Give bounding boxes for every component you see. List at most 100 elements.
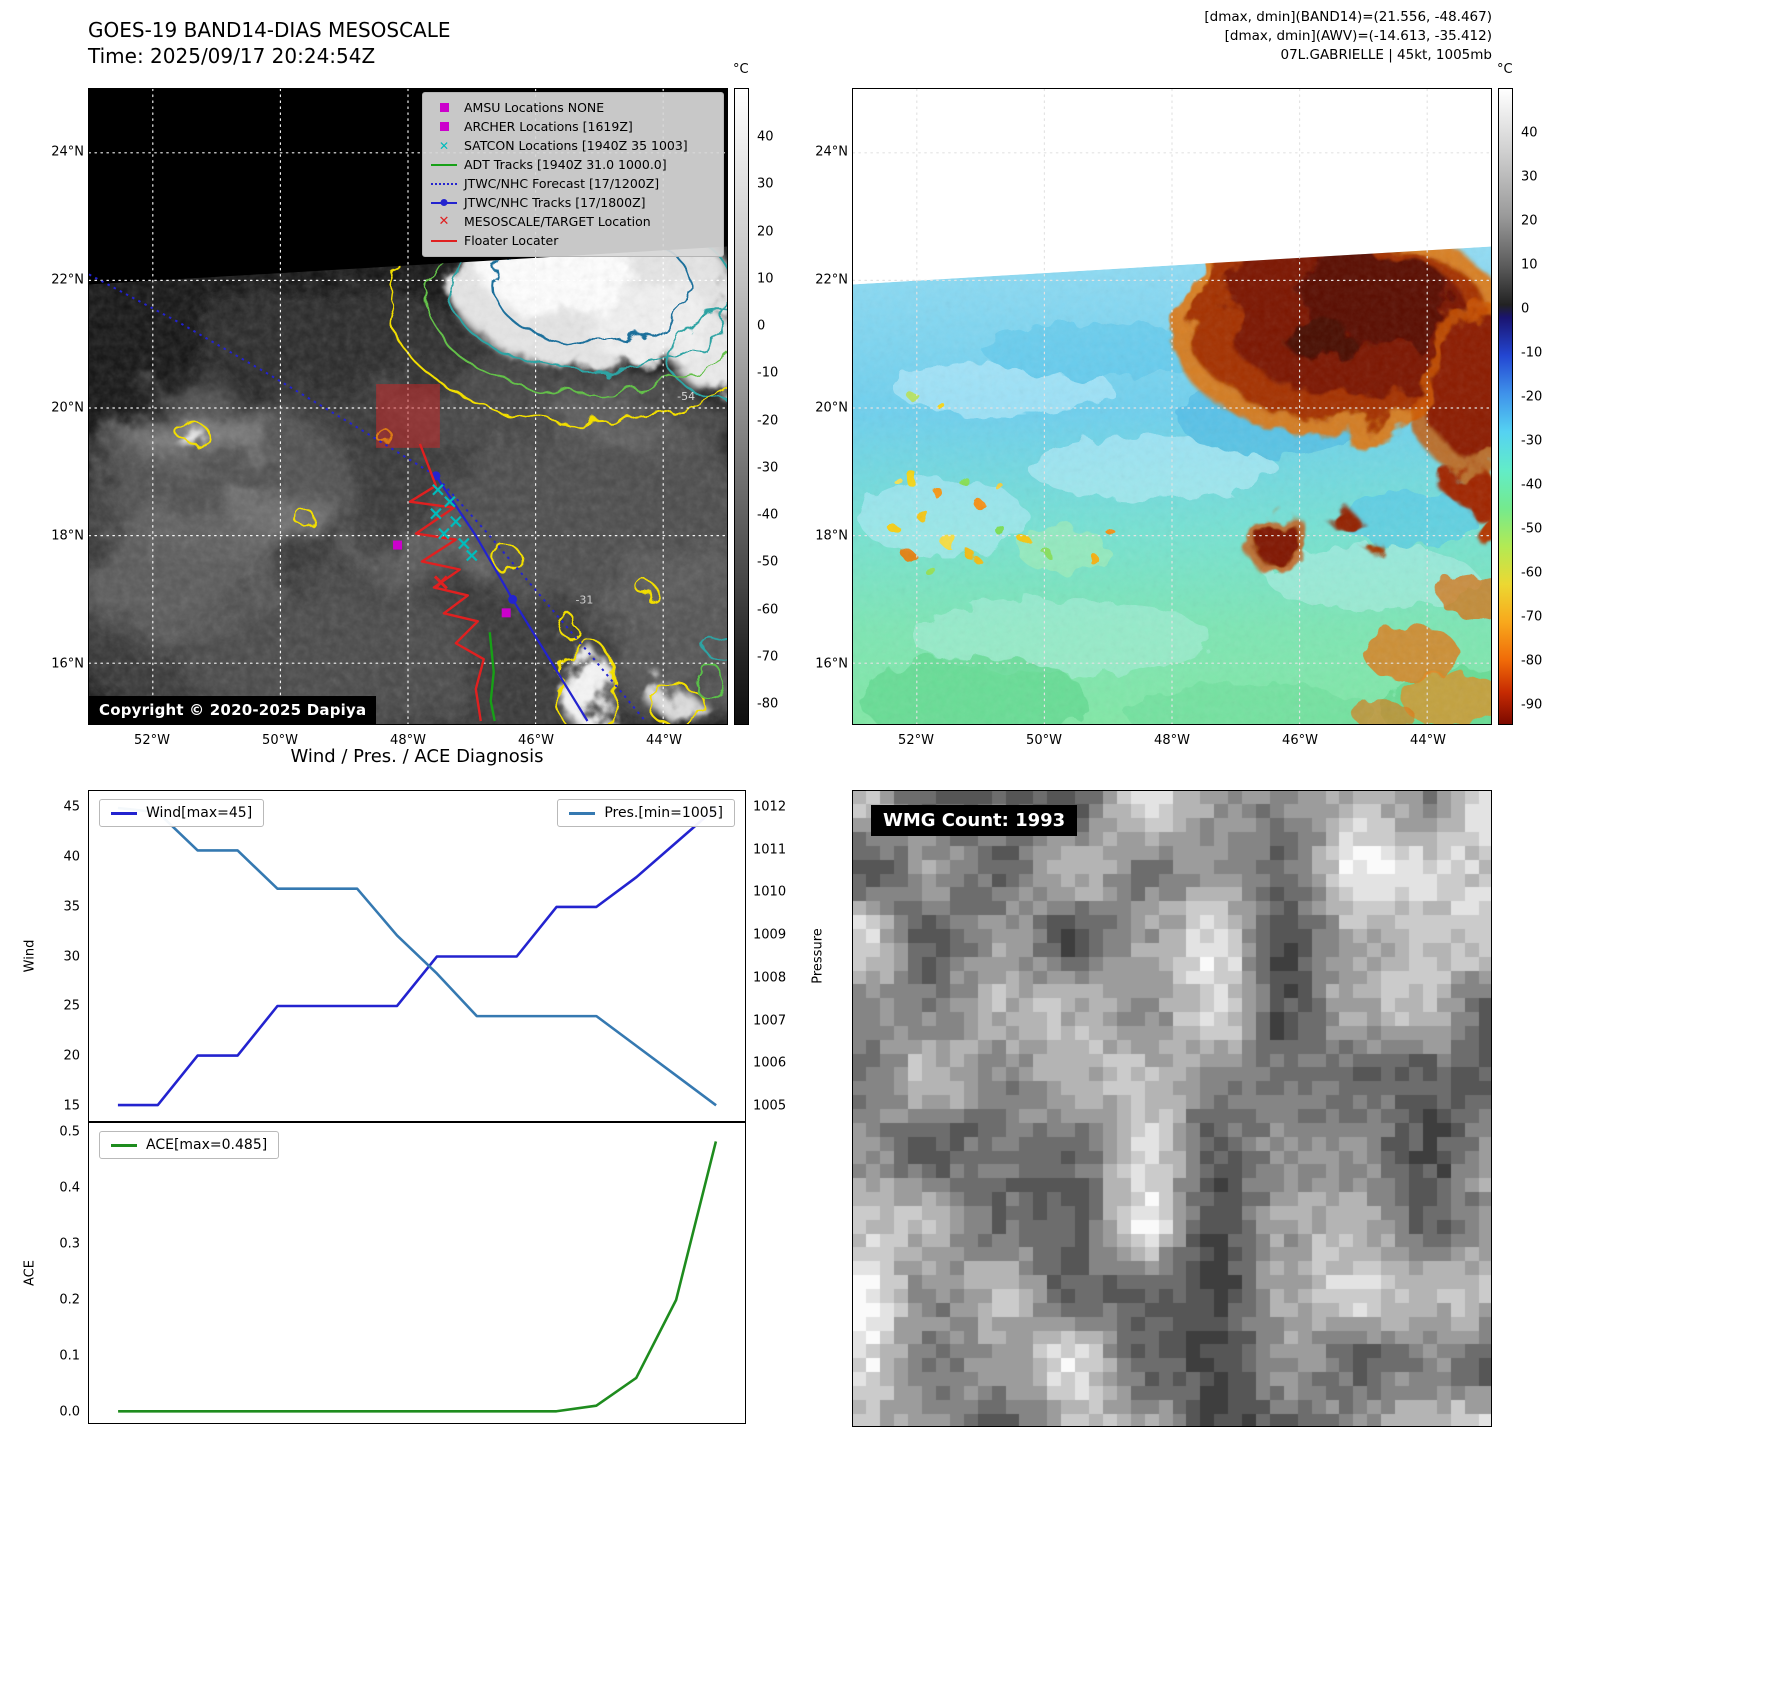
tick-label: 0.1 — [59, 1348, 80, 1364]
tick-label: 0.2 — [59, 1292, 80, 1308]
pres-legend: Pres.[min=1005] — [557, 799, 735, 827]
tick-label: 52°W — [134, 733, 170, 748]
tick-label: 46°W — [1282, 733, 1318, 748]
magenta-square-icon — [431, 120, 457, 134]
ace-axis-label: ACE — [22, 1260, 38, 1286]
legend-label: Floater Locater — [464, 233, 559, 248]
legend-label: JTWC/NHC Tracks [17/1800Z] — [464, 195, 646, 210]
tick-label: 22°N — [51, 272, 84, 288]
legend-item-target: MESOSCALE/TARGET Location — [431, 214, 715, 230]
tick-label: -30 — [757, 460, 779, 476]
wmg-count-label: WMG Count: 1993 — [871, 805, 1078, 836]
band14-imagery: -54 -31 — [89, 246, 727, 724]
band14-map-legend: AMSU Locations NONE ARCHER Locations [16… — [422, 92, 724, 257]
band14-colorbar — [734, 88, 749, 725]
tick-label: 0.5 — [59, 1124, 80, 1140]
awv-lon-axis: 52°W 50°W 48°W 46°W 44°W — [852, 731, 1492, 749]
jtwc-track-point — [508, 594, 518, 604]
tick-label: -10 — [757, 365, 779, 381]
awv-colorbar-ticks: 40 30 20 10 0 -10 -20 -30 -40 -50 -60 -70 -80 -90 — [1521, 88, 1561, 725]
wind-legend-label: Wind[max=45] — [146, 805, 253, 821]
legend-item-satcon: SATCON Locations [1940Z 35 1003] — [431, 138, 715, 154]
tick-label: -10 — [1521, 345, 1543, 361]
tick-label: 1012 — [753, 799, 787, 815]
windpres-chart: Wind[max=45] Pres.[min=1005] — [88, 790, 746, 1122]
tick-label: 20°N — [51, 400, 84, 416]
band14-lon-axis: 52°W 50°W 48°W 46°W 44°W — [88, 731, 728, 749]
red-x-icon — [431, 215, 457, 229]
tick-label: 0.4 — [59, 1180, 80, 1196]
tick-label: -80 — [1521, 653, 1543, 669]
ace-legend: ACE[max=0.485] — [99, 1131, 280, 1159]
tick-label: 15 — [63, 1098, 80, 1114]
tick-label: 45 — [63, 799, 80, 815]
gridlines — [853, 89, 1491, 724]
tick-label: 30 — [757, 176, 774, 192]
tick-label: 0.0 — [59, 1404, 80, 1420]
band14-title: GOES-19 BAND14-DIAS MESOSCALE — [88, 18, 451, 42]
tick-label: -50 — [757, 554, 779, 570]
target-x-marker — [433, 575, 448, 590]
tick-label: 40 — [63, 849, 80, 865]
legend-label: AMSU Locations NONE — [464, 100, 605, 115]
tick-label: -20 — [757, 413, 779, 428]
adt-track-line — [488, 632, 496, 722]
pres-legend-label: Pres.[min=1005] — [604, 805, 723, 821]
awv-header-band14-range: [dmax, dmin](BAND14)=(21.556, -48.467) — [1204, 9, 1492, 25]
ace-line — [118, 1141, 718, 1413]
tick-label: 50°W — [1026, 733, 1062, 748]
awv-colorbar-unit: °C — [1497, 62, 1513, 77]
legend-item-adt: ADT Tracks [1940Z 31.0 1000.0] — [431, 157, 715, 173]
tick-label: 30 — [63, 949, 80, 964]
tick-label: 20 — [1521, 213, 1538, 229]
ace-axis-ticks: 0.5 0.4 0.3 0.2 0.1 0.0 — [46, 1122, 80, 1424]
band14-map-svg: -54 -31 — [89, 89, 727, 724]
tick-label: 0 — [1521, 301, 1530, 317]
tick-label: 1005 — [753, 1098, 787, 1114]
tick-label: 18°N — [815, 528, 848, 544]
tick-label: 16°N — [815, 656, 848, 672]
ace-chart: ACE[max=0.485] — [88, 1122, 746, 1424]
pressure-axis-ticks: 1012 1011 1010 1009 1008 1007 1006 1005 — [753, 790, 797, 1122]
satcon-x-markers — [430, 483, 478, 562]
tick-label: 40 — [757, 129, 774, 145]
tick-label: 44°W — [646, 733, 682, 748]
legend-item-amsu: AMSU Locations NONE — [431, 100, 715, 116]
band14-colorbar-ticks: 40 30 20 10 0 -10 -20 -30 -40 -50 -60 -70 -80 — [757, 88, 797, 725]
diagnosis-title: Wind / Pres. / ACE Diagnosis — [290, 746, 544, 767]
awv-map — [852, 88, 1492, 725]
wmg-panel: WMG Count: 1993 — [852, 790, 1492, 1427]
tick-label: -40 — [757, 507, 779, 523]
tick-label: 44°W — [1410, 733, 1446, 748]
blue-track-line-icon — [431, 196, 457, 210]
legend-item-tracks: JTWC/NHC Tracks [17/1800Z] — [431, 195, 715, 211]
tick-label: -50 — [1521, 521, 1543, 537]
pressure-line — [117, 806, 717, 1107]
tick-label: -70 — [757, 649, 779, 665]
tick-label: 24°N — [51, 144, 84, 160]
tick-label: 20 — [757, 224, 774, 239]
tick-label: -40 — [1521, 477, 1543, 493]
pressure-axis-label: Pressure — [810, 928, 826, 984]
copyright-badge: Copyright © 2020-2025 Dapiya — [89, 696, 377, 724]
tick-label: 1009 — [753, 927, 787, 943]
wind-line-swatch-icon — [111, 811, 137, 815]
legend-item-forecast: JTWC/NHC Forecast [17/1200Z] — [431, 176, 715, 192]
wind-legend: Wind[max=45] — [99, 799, 265, 827]
band14-map: -54 -31 — [88, 88, 728, 725]
tick-label: 10 — [1521, 257, 1538, 273]
blue-dotted-line-icon — [431, 177, 457, 191]
tick-label: 40 — [1521, 125, 1538, 141]
cyan-x-icon — [431, 139, 457, 153]
archer-square-markers — [393, 540, 511, 618]
legend-item-floater: Floater Locater — [431, 233, 715, 249]
tick-label: 0 — [757, 318, 766, 334]
tick-label: 46°W — [518, 733, 554, 748]
awv-colorbar — [1498, 88, 1513, 725]
tick-label: 18°N — [51, 528, 84, 544]
ace-line-swatch-icon — [111, 1143, 137, 1147]
pressure-line-swatch-icon — [569, 811, 596, 815]
tick-label: -90 — [1521, 697, 1543, 713]
tick-label: -70 — [1521, 609, 1543, 625]
